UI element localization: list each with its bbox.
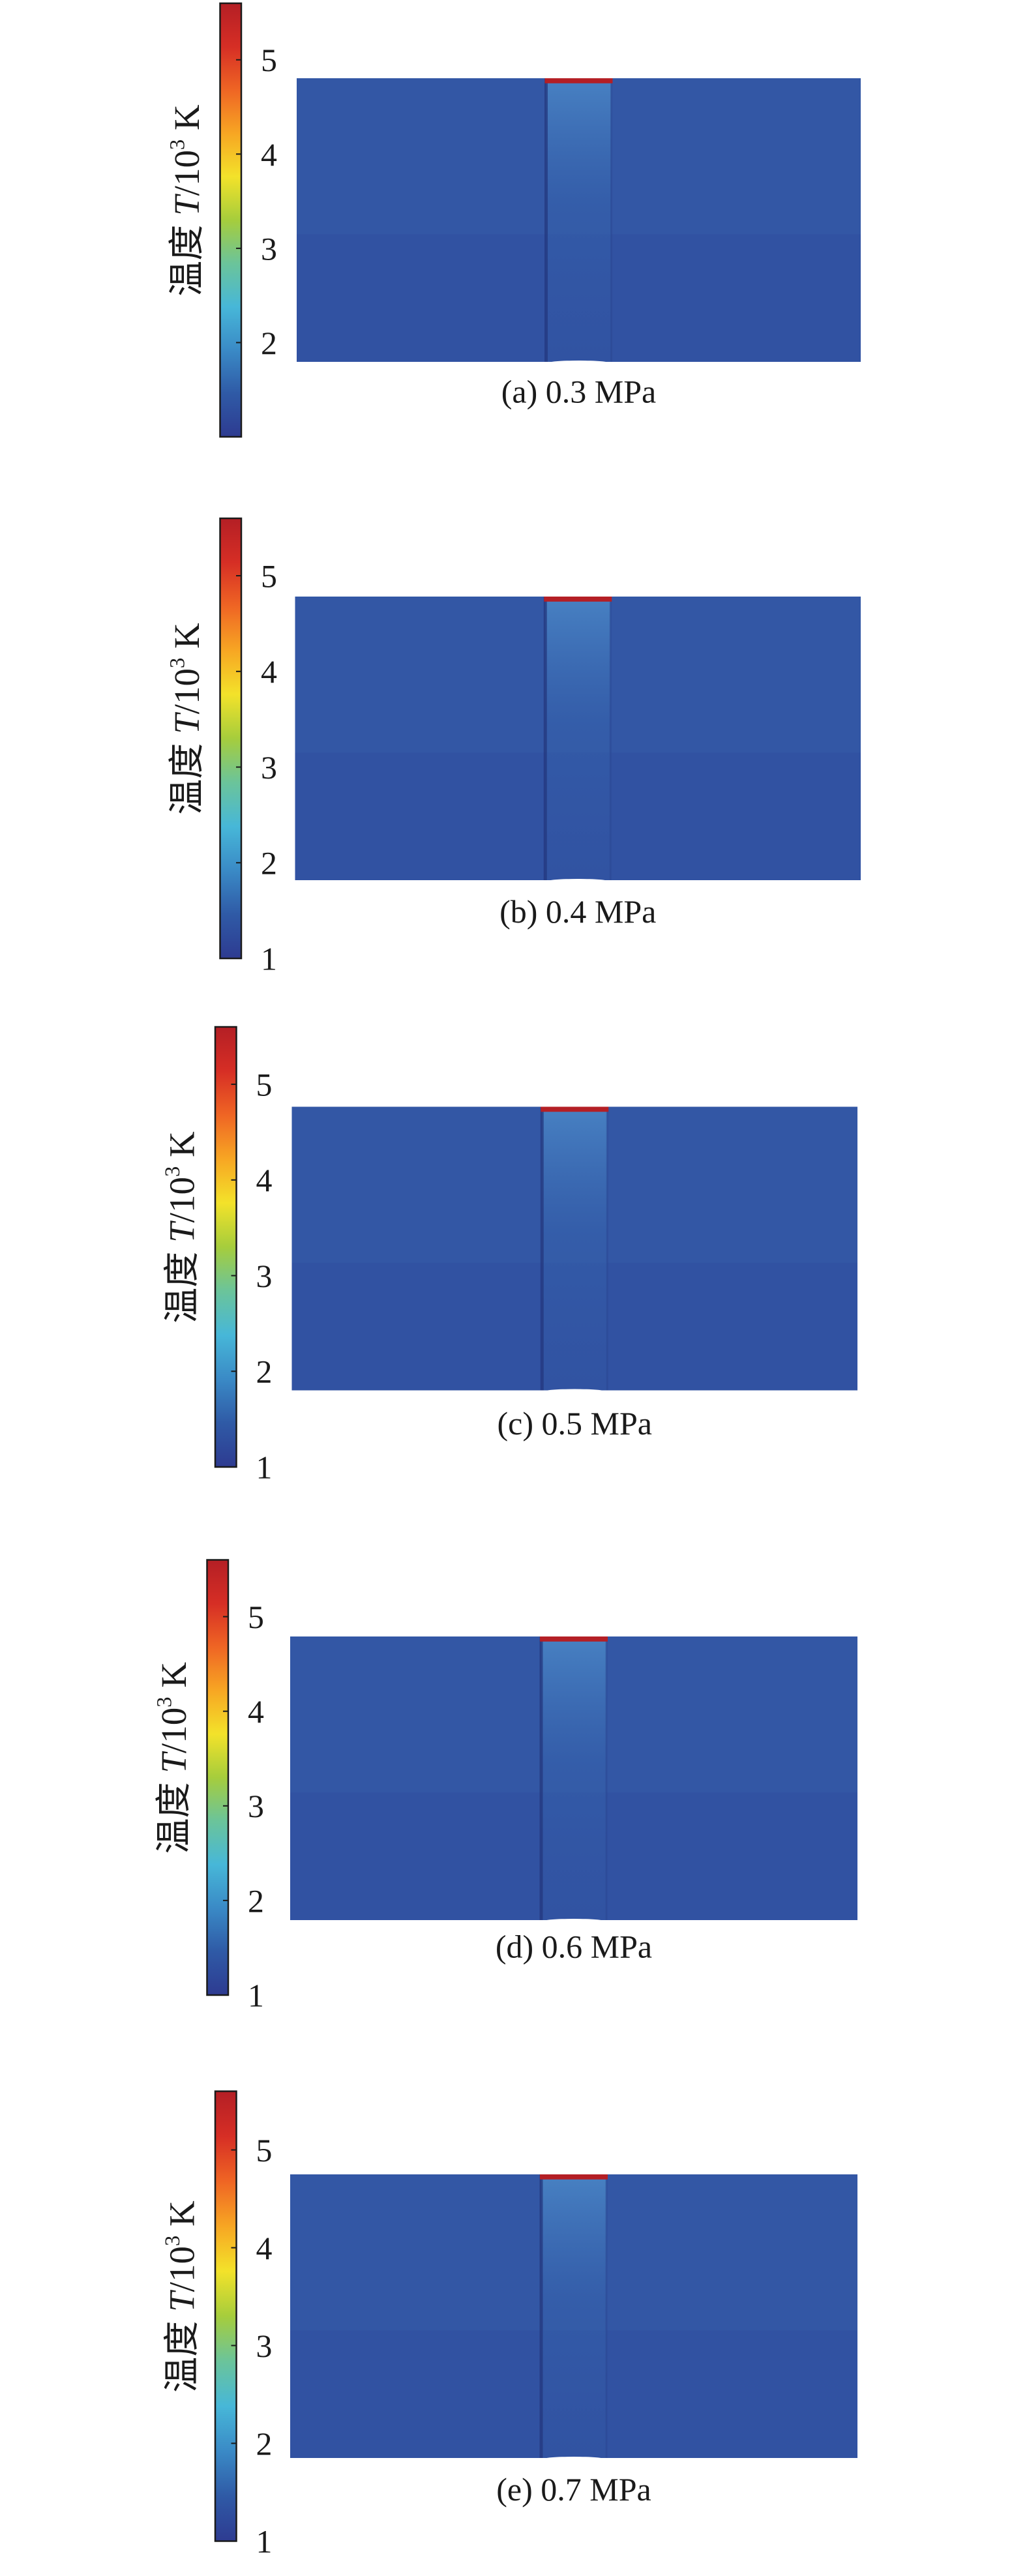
colorbar-tick-label: 2 bbox=[261, 325, 277, 361]
panel-c: 1 2 3 4 5 温度 T/103 K (c) 0.5 MPa bbox=[161, 1026, 857, 1485]
channel-outlet bbox=[546, 2457, 601, 2458]
heat-source-bar bbox=[540, 2174, 608, 2180]
hot-spot bbox=[489, 1636, 659, 1705]
colorbar bbox=[214, 2090, 237, 2542]
panel-caption: (c) 0.5 MPa bbox=[498, 1405, 652, 1442]
colorbar-tick-label: 5 bbox=[256, 1067, 273, 1103]
colorbar-tick-label: 4 bbox=[261, 654, 277, 690]
heat-source-bar bbox=[544, 78, 613, 83]
panel-b: 1 2 3 4 5 温度 T/103 K (b) 0.4 MPa bbox=[166, 517, 861, 977]
panel-caption: (b) 0.4 MPa bbox=[499, 893, 656, 930]
colorbar-tick-label: 5 bbox=[248, 1599, 264, 1635]
colorbar-tick-label: 5 bbox=[256, 2133, 273, 2169]
hot-spot bbox=[494, 78, 664, 147]
colorbar-tick-label: 2 bbox=[261, 846, 277, 881]
colorbar-label: 温度 T/103 K bbox=[161, 1131, 202, 1324]
panel-caption: (a) 0.3 MPa bbox=[501, 374, 656, 410]
colorbar-tick-label: 4 bbox=[248, 1694, 264, 1730]
colorbar bbox=[219, 517, 243, 960]
hot-spot bbox=[493, 597, 663, 665]
colorbar-tick-label: 3 bbox=[261, 750, 277, 786]
panel-e: 1 2 3 4 5 温度 T/103 K (e) 0.7 MPa bbox=[161, 2090, 857, 2560]
colorbar-label: 温度 T/103 K bbox=[161, 2200, 202, 2393]
channel-outlet bbox=[546, 1919, 601, 1920]
colorbar bbox=[219, 2, 243, 438]
temperature-field bbox=[290, 1636, 857, 1920]
colorbar-label: 温度 T/103 K bbox=[166, 104, 207, 297]
panel-caption: (d) 0.6 MPa bbox=[496, 1929, 652, 1965]
hot-spot bbox=[489, 2174, 659, 2243]
panel-a: 2 3 4 5 温度 T/103 K (a) 0.3 MPa bbox=[166, 2, 861, 438]
colorbar-tick-label: 3 bbox=[256, 1258, 273, 1294]
channel-outlet bbox=[547, 1389, 602, 1391]
colorbar-tick-label: 1 bbox=[248, 1977, 264, 2013]
heat-source-bar bbox=[540, 1636, 608, 1642]
heat-source-bar bbox=[541, 1106, 609, 1112]
colorbar-tick-label: 1 bbox=[256, 2524, 273, 2560]
panel-caption: (e) 0.7 MPa bbox=[496, 2471, 651, 2508]
temperature-field bbox=[291, 1106, 857, 1391]
colorbar-tick-label: 2 bbox=[256, 2426, 273, 2462]
colorbar-tick-label: 5 bbox=[261, 558, 277, 594]
colorbar-tick-label: 5 bbox=[261, 42, 277, 78]
colorbar-tick-label: 4 bbox=[261, 137, 277, 173]
colorbar-tick-label: 3 bbox=[248, 1788, 264, 1824]
colorbar-tick-label: 1 bbox=[256, 1449, 273, 1485]
channel-outlet bbox=[550, 879, 605, 880]
temperature-field bbox=[295, 597, 861, 880]
colorbar bbox=[206, 1559, 230, 1996]
heat-source-bar bbox=[544, 597, 612, 602]
colorbar-tick-label: 4 bbox=[256, 2230, 273, 2266]
colorbar-tick-label: 3 bbox=[261, 231, 277, 267]
colorbar-tick-label: 1 bbox=[261, 941, 277, 977]
colorbar bbox=[214, 1026, 237, 1468]
temperature-field bbox=[290, 2174, 857, 2458]
colorbar-label: 温度 T/103 K bbox=[153, 1662, 194, 1854]
colorbar-label: 温度 T/103 K bbox=[166, 623, 207, 815]
colorbar-tick-label: 2 bbox=[256, 1354, 273, 1390]
colorbar-tick-label: 3 bbox=[256, 2328, 273, 2364]
colorbar-tick-label: 4 bbox=[256, 1162, 273, 1198]
channel-outlet bbox=[551, 361, 606, 362]
colorbar-tick-label: 2 bbox=[248, 1883, 264, 1919]
hot-spot bbox=[490, 1106, 660, 1176]
temperature-field bbox=[297, 78, 861, 362]
panel-d: 1 2 3 4 5 温度 T/103 K (d) 0.6 MPa bbox=[153, 1559, 857, 2013]
